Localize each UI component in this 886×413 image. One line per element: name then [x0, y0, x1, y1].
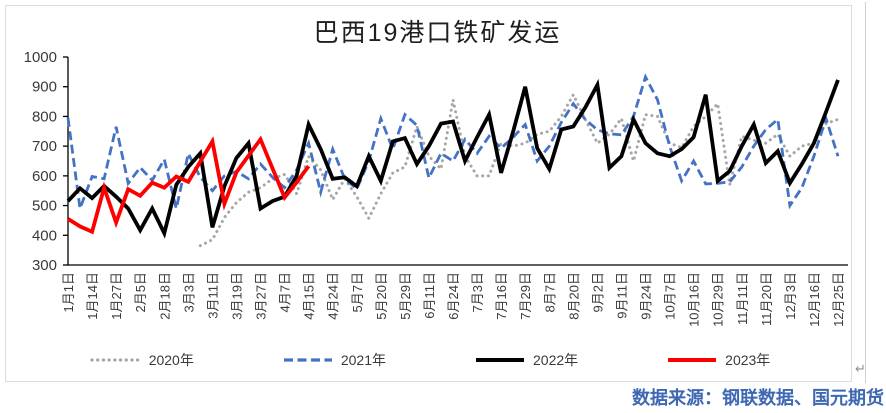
y-tick-label: 400: [32, 227, 57, 244]
x-tick-label: 3月3日: [181, 272, 196, 312]
legend-swatch-dotted-line-icon: [90, 358, 142, 362]
x-tick-label: 1月14日: [85, 272, 100, 320]
x-tick-label: 11月11日: [735, 272, 750, 325]
legend-label: 2023年: [725, 352, 771, 368]
legend-label: 2022年: [533, 352, 579, 368]
x-tick-label: 9月2日: [590, 272, 605, 312]
x-tick-label: 10月29日: [711, 272, 726, 327]
axis-lines: [67, 57, 848, 266]
x-tick-label: 5月7日: [350, 272, 365, 312]
y-tick-label: 300: [32, 257, 57, 274]
x-tick-label: 3月27日: [254, 272, 269, 320]
x-tick-label: 7月3日: [470, 272, 485, 312]
series-line-2022年: [66, 78, 840, 239]
x-tick-label: 1月1日: [61, 272, 76, 312]
x-tick-label: 5月20日: [374, 272, 389, 320]
x-tick-label: 12月25日: [831, 272, 846, 327]
y-tick-label: 700: [32, 138, 57, 155]
x-tick-label: 12月3日: [783, 272, 798, 320]
legend-label: 2020年: [148, 352, 194, 368]
y-tick-label: 1000: [24, 49, 57, 66]
x-tick-label: 5月29日: [398, 272, 413, 320]
chart-object-frame: [5, 5, 852, 382]
series-line-2021年: [66, 73, 840, 210]
x-tick-label: 2月18日: [157, 272, 172, 320]
x-tick-label: 6月24日: [446, 272, 461, 320]
y-tick-label: 900: [32, 79, 57, 96]
y-tick-label: 500: [32, 198, 57, 215]
legend-item-2022年: 2022年: [474, 350, 578, 370]
series-line-2023年: [66, 135, 311, 235]
legend-swatch-dashed-line-icon: [283, 358, 332, 362]
chart-legend: 2020年 2021年 2022年 2023年: [0, 350, 860, 370]
x-tick-label: 6月11日: [422, 272, 437, 319]
legend-item-2020年: 2020年: [90, 350, 194, 370]
chart-title: 巴西19港口铁矿发运: [313, 19, 562, 47]
x-tick-label: 11月20日: [759, 272, 774, 326]
legend-item-2021年: 2021年: [282, 350, 386, 370]
x-tick-label: 9月24日: [639, 272, 654, 320]
x-tick-label: 7月16日: [494, 272, 509, 320]
paragraph-return-mark: ↵: [855, 361, 866, 376]
legend-item-2023年: 2023年: [666, 350, 770, 370]
table-cell-border: [865, 2, 866, 383]
x-tick-label: 10月16日: [687, 272, 702, 327]
x-tick-label: 9月11日: [614, 272, 629, 319]
x-tick-label: 8月7日: [542, 272, 557, 312]
x-tick-label: 4月15日: [302, 272, 317, 320]
x-tick-label: 1月27日: [109, 272, 124, 320]
data-source-note: 数据来源：钢联数据、国元期货: [632, 388, 884, 408]
series-line-2020年: [198, 91, 840, 248]
x-tick-label: 7月29日: [518, 272, 533, 320]
legend-label: 2021年: [340, 352, 386, 368]
x-tick-label: 3月11日: [205, 272, 220, 319]
x-tick-label: 10月7日: [663, 272, 678, 320]
y-tick-label: 600: [32, 168, 57, 185]
x-tick-label: 2月5日: [133, 272, 148, 312]
x-tick-label: 12月16日: [807, 272, 822, 327]
legend-swatch-solid-line-icon: [476, 358, 524, 362]
legend-swatch-solid-line-icon: [668, 358, 717, 362]
x-tick-label: 4月24日: [326, 272, 341, 320]
x-tick-label: 8月20日: [566, 272, 581, 320]
x-tick-label: 4月7日: [278, 272, 293, 312]
y-tick-label: 800: [32, 108, 57, 125]
x-tick-label: 3月19日: [229, 272, 244, 320]
